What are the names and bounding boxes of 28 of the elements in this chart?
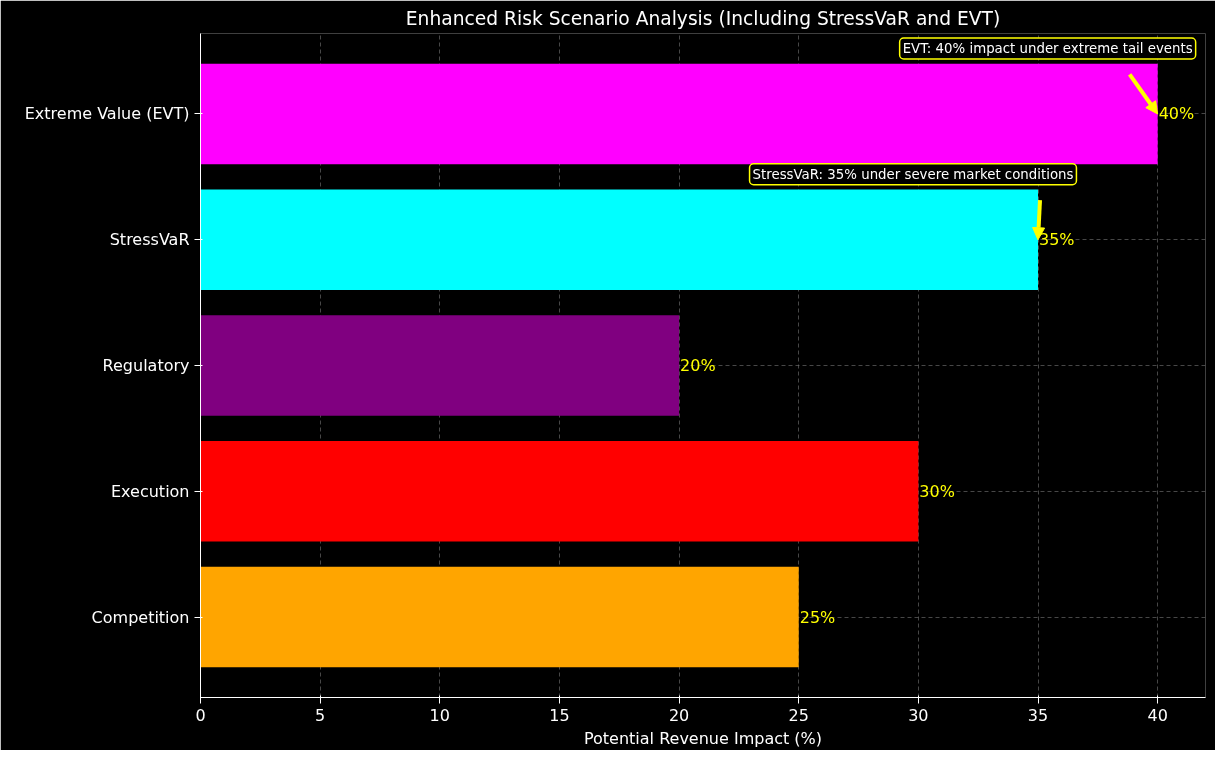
data-label: 35% bbox=[1039, 230, 1075, 250]
bar bbox=[200, 315, 680, 416]
chart-title: Enhanced Risk Scenario Analysis (Including StressVaR and EVT) bbox=[405, 7, 1001, 29]
x-tick-label: 35 bbox=[1027, 705, 1049, 725]
data-label: 25% bbox=[799, 607, 836, 627]
x-axis-title: Potential Revenue Impact (%) bbox=[583, 728, 823, 748]
y-tick-label: Competition bbox=[91, 607, 190, 627]
x-tick-label: 10 bbox=[429, 705, 450, 725]
x-tick-label: 25 bbox=[788, 705, 809, 725]
data-label: 40% bbox=[1158, 104, 1195, 124]
y-tick-label: Execution bbox=[110, 481, 190, 501]
annotation: StressVaR: 35% under severe market conditions bbox=[752, 166, 1074, 182]
bar bbox=[200, 566, 799, 668]
x-tick-label: 15 bbox=[549, 705, 570, 725]
data-label: 20% bbox=[680, 356, 716, 375]
bar bbox=[200, 189, 1038, 291]
x-tick-label: 40 bbox=[1147, 705, 1168, 725]
x-tick-label: 30 bbox=[908, 705, 929, 725]
y-tick-label: StressVaR bbox=[109, 230, 190, 250]
y-tick-label: Extreme Value (EVT) bbox=[24, 104, 190, 124]
y-tick-label: Regulatory bbox=[102, 356, 190, 375]
bar bbox=[200, 440, 919, 542]
x-tick-label: 20 bbox=[668, 705, 690, 725]
x-tick-label: 0 bbox=[195, 705, 206, 725]
x-tick-label: 5 bbox=[315, 705, 326, 725]
annotation: EVT: 40% impact under extreme tail events bbox=[902, 40, 1193, 56]
bar bbox=[200, 63, 1158, 165]
data-label: 30% bbox=[919, 481, 955, 501]
